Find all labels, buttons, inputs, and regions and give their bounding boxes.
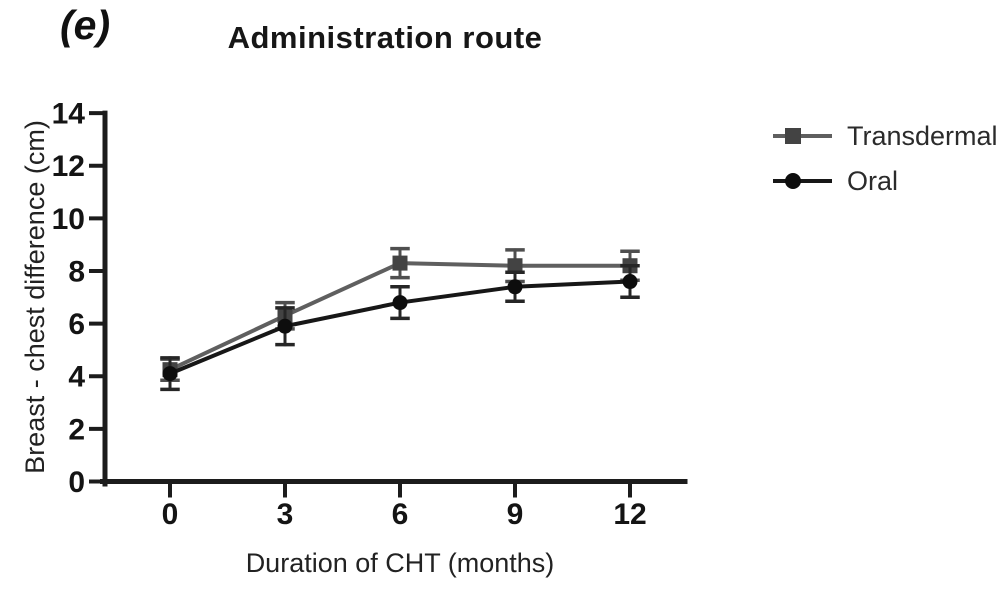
legend: Transdermal Oral [772, 116, 998, 206]
x-tick-label: 6 [392, 498, 409, 531]
y-tick-label: 2 [68, 413, 85, 446]
x-tick-label: 3 [277, 498, 294, 531]
x-tick-label: 0 [162, 498, 179, 531]
y-tick-label: 8 [68, 255, 85, 288]
legend-marker-square-icon [773, 128, 832, 144]
marker-circle [622, 274, 638, 290]
x-tick-label: 12 [613, 498, 646, 531]
marker-circle [507, 279, 523, 295]
x-axis-label: Duration of CHT (months) [245, 548, 555, 578]
marker-square [507, 258, 523, 274]
legend-label: Oral [847, 165, 899, 196]
y-tick-label: 0 [68, 466, 85, 499]
marker-circle [392, 295, 408, 311]
marker-square [392, 255, 408, 271]
legend-label: Transdermal [847, 120, 998, 151]
chart-title: Administration route [227, 20, 543, 55]
panel-label: (e) [60, 2, 111, 48]
x-tick-label: 9 [507, 498, 524, 531]
marker-circle [277, 318, 293, 334]
y-tick-label: 14 [52, 98, 86, 131]
legend-item-oral: Oral [772, 161, 998, 201]
legend-item-transdermal: Transdermal [772, 116, 998, 156]
y-tick-label: 6 [68, 308, 85, 341]
y-tick-label: 12 [52, 150, 85, 183]
y-tick-label: 10 [52, 203, 85, 236]
y-tick-label: 4 [68, 361, 85, 394]
legend-marker-circle-icon [773, 173, 832, 189]
marker-circle [162, 366, 178, 382]
